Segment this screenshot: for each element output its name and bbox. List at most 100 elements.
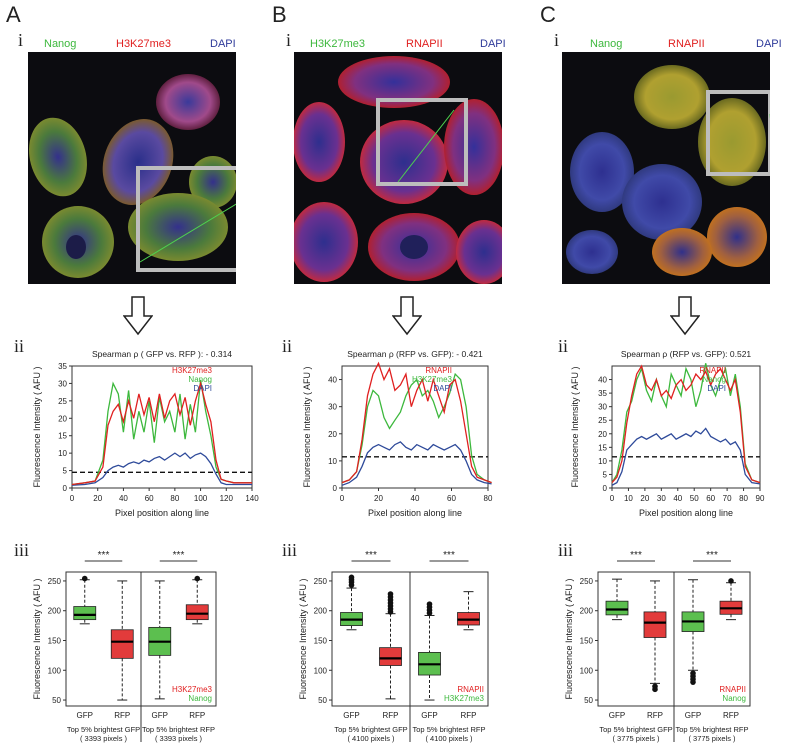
line-chart-b: Spearman ρ (RFP vs. GFP): - 0.421 0 10 20 30…	[302, 349, 493, 518]
outlier-point	[690, 679, 696, 685]
channel-label: DAPI	[480, 38, 506, 50]
x-tick-label: 60	[447, 494, 456, 503]
x-tick-label: 40	[119, 494, 128, 503]
micrograph-b	[294, 52, 502, 284]
significance-label: ***	[443, 550, 455, 561]
group-label: Top 5% brightest RFP	[413, 725, 486, 734]
x-tick-label: 0	[610, 494, 615, 503]
y-tick-label: 40	[598, 376, 607, 385]
legend-entry: Nanog	[188, 375, 212, 384]
x-axis-label: Pixel position along line	[115, 508, 209, 518]
x-tick-label: 20	[640, 494, 649, 503]
line-chart-c: Spearman ρ (RFP vs. GFP): 0.521 0 5 10 15 20 2…	[570, 349, 765, 518]
y-tick-label: 250	[580, 577, 594, 586]
box-iqr	[643, 611, 667, 638]
channel-label: Nanog	[44, 38, 77, 50]
y-tick-label: 200	[314, 607, 328, 616]
sub-label-ii: ii	[14, 336, 25, 356]
category-label: RFP	[189, 711, 205, 720]
x-tick-label: 60	[706, 494, 715, 503]
y-tick-label: 10	[58, 449, 67, 458]
x-tick-label: 50	[690, 494, 699, 503]
chart-title: Spearman ρ (RFP vs. GFP): - 0.421	[347, 349, 483, 359]
series-line-dapi	[611, 427, 761, 486]
box-iqr	[73, 606, 97, 621]
sub-label-i: i	[286, 30, 292, 50]
box-iqr	[379, 647, 402, 666]
y-axis-label: Fluorescence Intensity ( AFU )	[32, 366, 42, 487]
y-tick-label: 35	[598, 389, 607, 398]
y-tick-label: 40	[328, 376, 337, 385]
down-arrow-icon	[123, 296, 153, 336]
micrograph-a	[28, 52, 236, 284]
sub-label-i: i	[18, 30, 24, 50]
sub-label-i: i	[554, 30, 560, 50]
group-label: Top 5% brightest GFP	[599, 725, 672, 734]
category-label: GFP	[343, 711, 359, 720]
channel-label: DAPI	[756, 38, 782, 50]
channel-label: H3K27me3	[116, 38, 172, 50]
x-tick-label: 60	[145, 494, 154, 503]
y-axis-label: Fluorescence Intensity ( AFU )	[32, 578, 42, 699]
x-tick-label: 40	[673, 494, 682, 503]
y-tick-label: 150	[580, 636, 594, 645]
x-tick-label: 10	[624, 494, 633, 503]
box-iqr	[605, 600, 629, 616]
x-tick-label: 90	[756, 494, 765, 503]
sub-label-iii: iii	[14, 540, 30, 560]
channel-label: RNAPII	[406, 38, 443, 50]
y-tick-label: 35	[58, 362, 67, 371]
y-tick-label: 200	[48, 607, 62, 616]
group-pixel-count: ( 4100 pixels )	[425, 734, 473, 743]
category-label: GFP	[609, 711, 625, 720]
legend-entry: RNAPII	[425, 366, 452, 375]
y-axis-label: Fluorescence Intensity ( AFU )	[302, 366, 312, 487]
y-tick-label: 100	[48, 666, 62, 675]
y-tick-label: 15	[58, 432, 67, 441]
group-pixel-count: ( 3393 pixels )	[80, 734, 128, 743]
y-tick-label: 150	[314, 636, 328, 645]
y-tick-label: 5	[63, 467, 68, 476]
plot-frame	[71, 365, 253, 489]
sub-label-iii: iii	[558, 540, 574, 560]
sub-label-iii: iii	[282, 540, 298, 560]
outlier-point	[652, 686, 658, 693]
legend-entry: H3K27me3	[444, 694, 485, 703]
series-line-dapi	[341, 441, 492, 486]
category-label: GFP	[685, 711, 701, 720]
box-plot-b: 50 100 150 200 250 Fluorescence Intensity ( A…	[298, 550, 489, 743]
x-tick-label: 40	[411, 494, 420, 503]
significance-label: ***	[365, 550, 377, 561]
line-chart-a: Spearman ρ ( GFP vs. RFP ): - 0.314 0 5 10 1…	[32, 349, 259, 518]
series-line-rnapii	[611, 364, 761, 484]
x-tick-label: 120	[220, 494, 234, 503]
legend-entry: Nanog	[702, 375, 726, 384]
legend-entry: RNAPII	[457, 685, 484, 694]
legend-entry: DAPI	[193, 384, 212, 393]
x-tick-label: 0	[340, 494, 345, 503]
group-label: Top 5% brightest GFP	[334, 725, 407, 734]
significance-label: ***	[706, 550, 718, 561]
y-tick-label: 30	[598, 403, 607, 412]
y-tick-label: 50	[52, 696, 61, 705]
legend-entry: RNAPII	[719, 685, 746, 694]
channel-label: DAPI	[210, 38, 236, 50]
y-tick-label: 150	[48, 636, 62, 645]
x-tick-label: 20	[374, 494, 383, 503]
x-tick-label: 20	[93, 494, 102, 503]
y-tick-label: 25	[58, 397, 67, 406]
y-tick-label: 20	[328, 430, 337, 439]
y-tick-label: 0	[603, 484, 608, 493]
legend-entry: DAPI	[707, 384, 726, 393]
sub-label-ii: ii	[282, 336, 293, 356]
category-label: RFP	[114, 711, 130, 720]
y-tick-label: 200	[580, 607, 594, 616]
legend-entry: Nanog	[188, 694, 212, 703]
down-arrow-icon	[670, 296, 700, 336]
y-tick-label: 30	[328, 403, 337, 412]
panel-letter-c: C	[540, 2, 556, 27]
y-axis-label: Fluorescence Intensity ( AFU )	[564, 578, 574, 699]
x-tick-label: 70	[723, 494, 732, 503]
x-tick-label: 80	[170, 494, 179, 503]
group-label: Top 5% brightest RFP	[142, 725, 215, 734]
